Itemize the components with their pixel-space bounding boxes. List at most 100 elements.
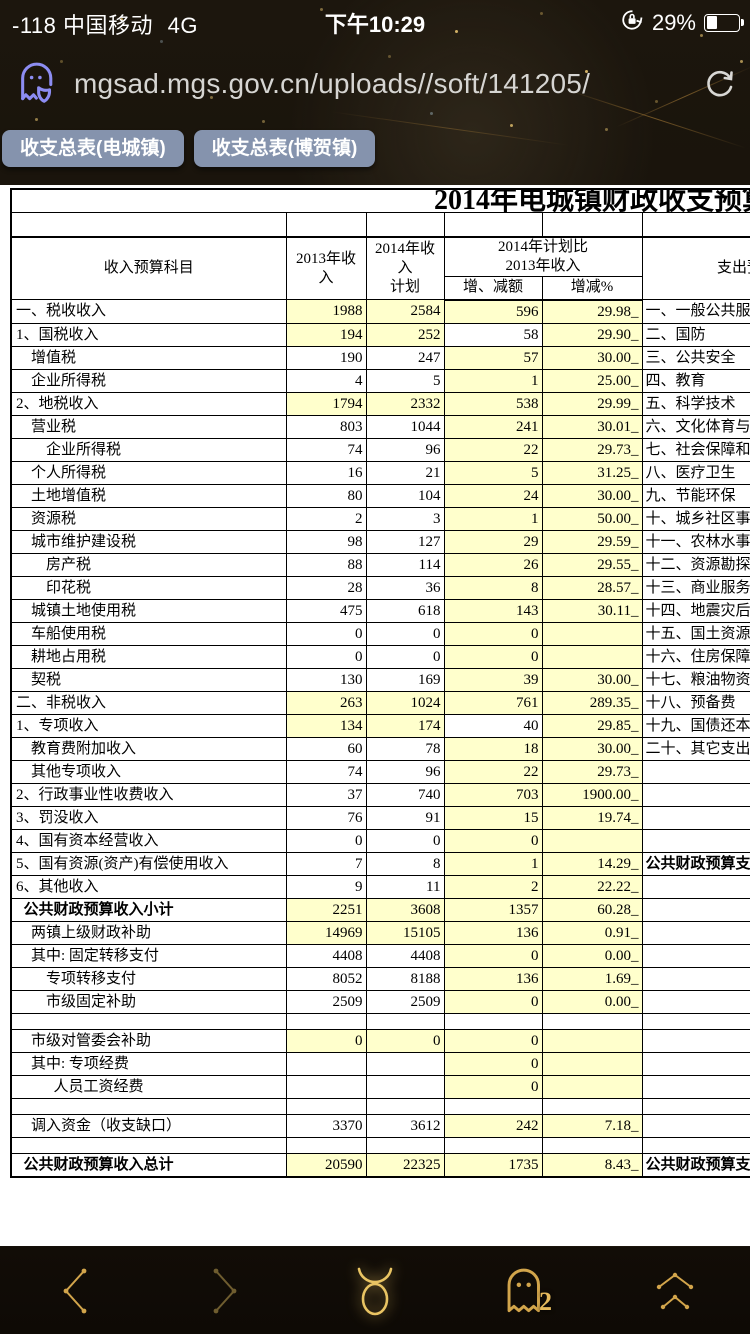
value-2013-cell: 74 xyxy=(285,437,367,462)
income-subject-cell: 增值税 xyxy=(10,345,287,370)
header-2014-plan: 2014年收入 计划 xyxy=(365,236,445,300)
value-2013-cell: 20590 xyxy=(285,1152,367,1177)
web-page: 2014年电城镇财政收支预算表 收入预算科目 2013年收入 2014年收入计划… xyxy=(0,185,750,1246)
income-subject-cell: 房产税 xyxy=(10,552,287,577)
expense-subject-cell: 十六、住房保障支出 xyxy=(641,644,750,669)
url-text[interactable]: mgsad.mgs.gov.cn/uploads//soft/141205/ xyxy=(74,68,591,99)
diff-amount-cell: 2 xyxy=(443,874,543,899)
diff-percent-cell xyxy=(541,1028,643,1053)
budget-table: 2014年电城镇财政收支预算表 收入预算科目 2013年收入 2014年收入计划… xyxy=(10,188,750,1178)
value-2013-cell: 803 xyxy=(285,414,367,439)
diff-percent-cell: 30.00_ xyxy=(541,345,643,370)
value-2013-cell: 88 xyxy=(285,552,367,577)
expense-subject-cell: 十二、资源勘探电力 xyxy=(641,552,750,577)
value-2014-cell: 5 xyxy=(365,368,445,393)
value-2013-cell: 130 xyxy=(285,667,367,692)
expense-subject-cell: 十三、商业服务业等 xyxy=(641,575,750,600)
table-row: 市级固定补助 2509 2509 0 0.00_ xyxy=(10,989,750,1014)
expense-subject-cell: 公共财政预算支出 xyxy=(641,1152,750,1177)
diff-amount-cell: 0 xyxy=(443,644,543,669)
income-subject-cell: 6、其他收入 xyxy=(10,874,287,899)
income-subject-cell: 土地增值税 xyxy=(10,483,287,508)
diff-percent-cell: 29.73_ xyxy=(541,759,643,784)
diff-amount-cell: 24 xyxy=(443,483,543,508)
diff-amount-cell: 1 xyxy=(443,368,543,393)
tab-bohezhen[interactable]: 收支总表(博贺镇) xyxy=(193,130,376,167)
value-2013-cell: 4 xyxy=(285,368,367,393)
table-row: 3、罚没收入 76 91 15 19.74_ xyxy=(10,805,750,830)
value-2014-cell: 8188 xyxy=(365,966,445,991)
income-subject-cell: 市级固定补助 xyxy=(10,989,287,1014)
browser-toolbar: 2 xyxy=(0,1247,750,1334)
spreadsheet-container[interactable]: 2014年电城镇财政收支预算表 收入预算科目 2013年收入 2014年收入计划… xyxy=(10,188,750,1178)
income-subject-cell: 企业所得税 xyxy=(10,437,287,462)
diff-percent-cell: 30.00_ xyxy=(541,736,643,761)
value-2014-cell: 11 xyxy=(365,874,445,899)
diff-amount-cell: 57 xyxy=(443,345,543,370)
back-button[interactable] xyxy=(40,1259,110,1323)
value-2014-cell: 252 xyxy=(365,322,445,347)
income-subject-cell: 4、国有资本经营收入 xyxy=(10,828,287,853)
table-row: 教育费附加收入 60 78 18 30.00_ 二十、其它支出 xyxy=(10,736,750,761)
diff-amount-cell: 136 xyxy=(443,966,543,991)
diff-amount-cell: 0 xyxy=(443,1051,543,1076)
browser-url-bar[interactable]: mgsad.mgs.gov.cn/uploads//soft/141205/ xyxy=(0,56,750,112)
value-2013-cell: 7 xyxy=(285,851,367,876)
diff-amount-cell xyxy=(443,1136,543,1154)
reload-icon[interactable] xyxy=(702,66,738,107)
expense-subject-cell xyxy=(641,874,750,899)
diff-percent-cell: 29.55_ xyxy=(541,552,643,577)
value-2014-cell: 78 xyxy=(365,736,445,761)
spacer-row xyxy=(10,212,750,238)
ghost-privacy-icon[interactable] xyxy=(16,59,60,110)
table-row xyxy=(10,1136,750,1154)
value-2014-cell: 96 xyxy=(365,437,445,462)
tab-dianchengzhen[interactable]: 收支总表(电城镇) xyxy=(2,130,184,167)
value-2014-cell: 114 xyxy=(365,552,445,577)
header-2013-income: 2013年收入 xyxy=(285,236,367,300)
income-subject-cell: 调入资金（收支缺口） xyxy=(10,1113,287,1138)
value-2014-cell xyxy=(365,1097,445,1115)
income-subject-cell: 两镇上级财政补助 xyxy=(10,920,287,945)
table-row: 6、其他收入 9 11 2 22.22_ xyxy=(10,874,750,899)
diff-percent-cell: 29.85_ xyxy=(541,713,643,738)
diff-amount-cell: 703 xyxy=(443,782,543,807)
menu-button[interactable] xyxy=(640,1259,710,1323)
value-2013-cell: 74 xyxy=(285,759,367,784)
value-2014-cell: 8 xyxy=(365,851,445,876)
network-type: 4G xyxy=(167,13,199,38)
value-2013-cell: 475 xyxy=(285,598,367,623)
value-2014-cell: 0 xyxy=(365,644,445,669)
expense-subject-cell xyxy=(641,782,750,807)
diff-percent-cell xyxy=(541,644,643,669)
tabs-button[interactable]: 2 xyxy=(490,1259,560,1323)
diff-amount-cell: 0 xyxy=(443,943,543,968)
table-row xyxy=(10,1012,750,1030)
value-2013-cell xyxy=(285,1074,367,1099)
table-row: 个人所得税 16 21 5 31.25_ 八、医疗卫生 xyxy=(10,460,750,485)
value-2014-cell: 2332 xyxy=(365,391,445,416)
diff-amount-cell: 0 xyxy=(443,828,543,853)
income-subject-cell: 车船使用税 xyxy=(10,621,287,646)
diff-amount-cell xyxy=(443,1097,543,1115)
diff-percent-cell: 289.35_ xyxy=(541,690,643,715)
value-2013-cell: 8052 xyxy=(285,966,367,991)
table-row: 其中: 专项经费 0 xyxy=(10,1051,750,1076)
income-subject-cell: 一、税收收入 xyxy=(10,299,287,324)
diff-percent-cell xyxy=(541,828,643,853)
income-subject-cell: 其他专项收入 xyxy=(10,759,287,784)
value-2014-cell: 169 xyxy=(365,667,445,692)
expense-subject-cell: 十四、地震灾后恢复 xyxy=(641,598,750,623)
value-2013-cell: 16 xyxy=(285,460,367,485)
forward-button[interactable] xyxy=(190,1259,260,1323)
value-2014-cell: 15105 xyxy=(365,920,445,945)
header-diff-amount: 增、减额 xyxy=(443,275,543,301)
value-2014-cell: 3612 xyxy=(365,1113,445,1138)
diff-percent-cell: 8.43_ xyxy=(541,1152,643,1177)
taurus-logo-icon[interactable] xyxy=(340,1259,410,1323)
table-row: 二、非税收入 263 1024 761 289.35_ 十八、预备费 xyxy=(10,690,750,715)
carrier-name: 中国移动 xyxy=(63,13,154,38)
